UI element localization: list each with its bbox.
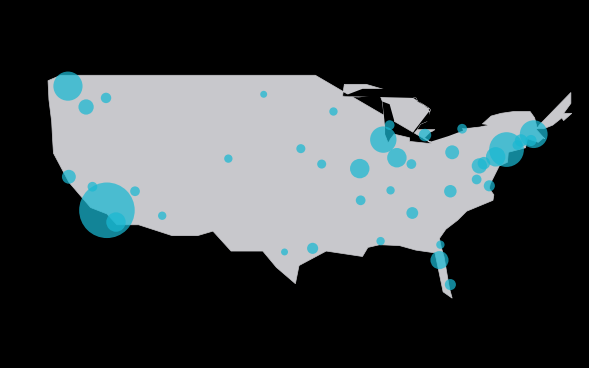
Point — [446, 282, 455, 287]
Point — [63, 83, 72, 89]
Point — [280, 249, 289, 255]
Point — [448, 149, 457, 155]
Polygon shape — [382, 102, 394, 142]
Point — [406, 161, 416, 167]
Point — [386, 187, 395, 193]
Point — [296, 146, 306, 152]
Point — [329, 109, 338, 114]
Polygon shape — [409, 98, 431, 138]
Point — [379, 137, 388, 142]
Polygon shape — [462, 124, 488, 129]
Point — [517, 138, 526, 144]
Point — [512, 142, 522, 148]
Point — [529, 131, 538, 137]
Point — [317, 161, 326, 167]
Point — [101, 95, 111, 101]
Polygon shape — [425, 129, 463, 141]
Point — [81, 104, 91, 110]
Point — [376, 238, 385, 244]
Point — [355, 166, 365, 171]
Point — [88, 184, 97, 190]
Point — [408, 210, 417, 216]
Point — [485, 183, 494, 189]
Point — [111, 219, 121, 225]
Polygon shape — [343, 89, 415, 98]
Point — [491, 154, 501, 160]
Point — [224, 156, 233, 162]
Point — [259, 91, 269, 97]
Point — [392, 155, 402, 161]
Point — [130, 188, 140, 194]
Point — [435, 257, 444, 263]
Point — [385, 122, 395, 128]
Point — [436, 242, 445, 248]
Point — [356, 197, 365, 203]
Point — [308, 245, 317, 251]
Point — [64, 174, 74, 180]
Point — [446, 188, 455, 194]
Point — [421, 132, 430, 138]
Point — [472, 177, 481, 183]
Point — [527, 138, 536, 144]
Point — [458, 126, 467, 132]
Point — [157, 213, 167, 219]
Point — [502, 146, 511, 152]
Point — [475, 163, 484, 169]
Point — [479, 160, 489, 166]
Point — [102, 207, 112, 213]
Polygon shape — [48, 75, 572, 298]
